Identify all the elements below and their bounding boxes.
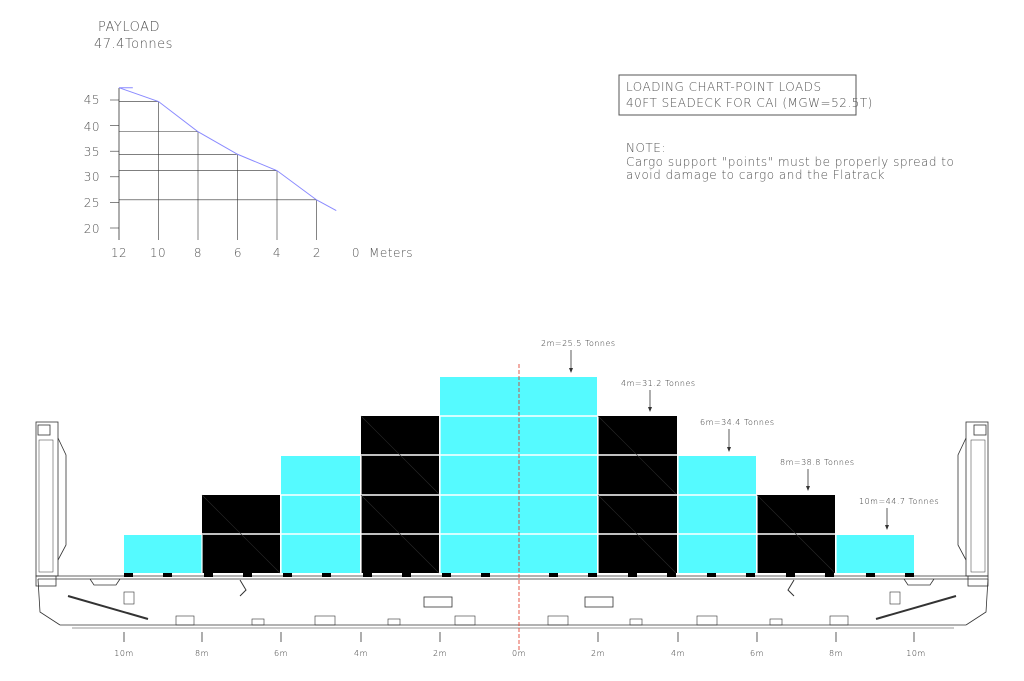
x-axis-unit: Meters bbox=[369, 246, 413, 260]
left-end-wall bbox=[35, 421, 59, 577]
note-line1: Cargo support "points" must be properly … bbox=[626, 155, 954, 169]
x-tick-label: 2 bbox=[313, 246, 321, 260]
x-tick-label: 4 bbox=[273, 246, 281, 260]
right-spring bbox=[875, 595, 957, 620]
load-labels: 2m=25.5 Tonnes 4m=31.2 Tonnes 6m=34.4 To… bbox=[541, 339, 939, 530]
payload-curve bbox=[118, 87, 337, 212]
y-tick-label: 35 bbox=[84, 145, 100, 159]
scale-label: 2m bbox=[433, 649, 447, 658]
payload-title: PAYLOAD bbox=[98, 20, 160, 35]
y-tick-label: 25 bbox=[84, 196, 100, 210]
load-label: 2m=25.5 Tonnes bbox=[541, 339, 616, 348]
load-label: 10m=44.7 Tonnes bbox=[859, 497, 939, 506]
scale-label: 0m bbox=[512, 649, 526, 658]
y-tick-label: 40 bbox=[84, 120, 100, 134]
load-label: 8m=38.8 Tonnes bbox=[780, 458, 855, 467]
scale-label: 10m bbox=[114, 649, 133, 658]
support-pads bbox=[124, 573, 914, 577]
note: NOTE: Cargo support "points" must be pro… bbox=[626, 141, 954, 182]
scale-label: 2m bbox=[591, 649, 605, 658]
flatrack-container bbox=[35, 421, 989, 629]
left-spring bbox=[67, 595, 149, 620]
cargo-block-cyan bbox=[678, 456, 756, 573]
load-label: 6m=34.4 Tonnes bbox=[700, 418, 775, 427]
cargo-block-cyan-center bbox=[440, 377, 597, 573]
scale-label: 10m bbox=[906, 649, 925, 658]
cargo-stack bbox=[124, 377, 914, 574]
payload-value: 47.4Tonnes bbox=[94, 37, 173, 52]
scale-label: 8m bbox=[195, 649, 209, 658]
note-title: NOTE: bbox=[626, 141, 666, 155]
bottom-scale: 10m 8m 6m 4m 2m 0m 2m 4m 6m 8m 10m bbox=[114, 632, 925, 658]
x-tick-label: 6 bbox=[234, 246, 242, 260]
y-tick-label: 20 bbox=[84, 222, 100, 236]
scale-label: 4m bbox=[354, 649, 368, 658]
x-tick-label: 10 bbox=[150, 246, 166, 260]
note-line2: avoid damage to cargo and the Flatrack bbox=[626, 168, 885, 182]
scale-label: 4m bbox=[671, 649, 685, 658]
scale-label: 8m bbox=[829, 649, 843, 658]
info-box-line1: LOADING CHART-POINT LOADS bbox=[626, 80, 822, 94]
cargo-block-cyan bbox=[124, 535, 202, 573]
y-tick-label: 30 bbox=[84, 170, 100, 184]
info-box-frame bbox=[618, 74, 857, 116]
x-tick-label: 12 bbox=[111, 246, 127, 260]
y-tick-label: 45 bbox=[84, 93, 100, 107]
x-tick-label: 0 bbox=[352, 246, 360, 260]
cargo-block-cyan bbox=[281, 456, 360, 573]
cargo-block-cyan bbox=[836, 535, 914, 573]
payload-graph: PAYLOAD 47.4Tonnes 45 40 35 30 25 20 12 … bbox=[84, 20, 413, 260]
load-label: 4m=31.2 Tonnes bbox=[621, 379, 696, 388]
info-box-line2: 40FT SEADECK FOR CAI (MGW=52.5T) bbox=[626, 96, 873, 110]
right-end-wall bbox=[965, 421, 989, 577]
info-box: LOADING CHART-POINT LOADS 40FT SEADECK F… bbox=[618, 74, 873, 116]
scale-label: 6m bbox=[750, 649, 764, 658]
scale-label: 6m bbox=[274, 649, 288, 658]
x-tick-label: 8 bbox=[194, 246, 202, 260]
